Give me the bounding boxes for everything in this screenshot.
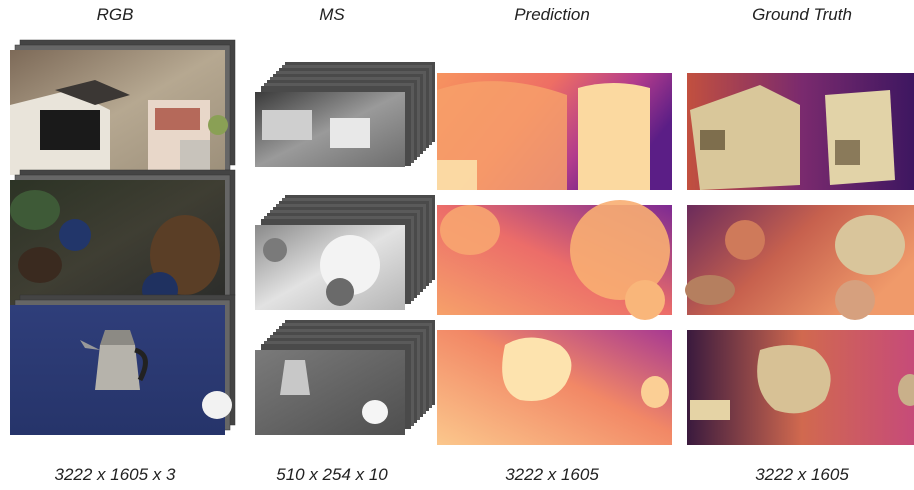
ground-truth-depth-plush-toys	[685, 205, 914, 320]
column-dimensions-ms: 510 x 254 x 10	[276, 465, 388, 484]
column-title-ms: MS	[319, 5, 345, 24]
ground-truth-depth-boxes	[687, 73, 914, 190]
rgb-stack-coffee-pot	[10, 294, 236, 435]
column-dimensions-rgb: 3222 x 1605 x 3	[54, 465, 176, 484]
rgb-stack-plush-toys	[10, 169, 236, 308]
ms-stack-coffee-pot	[255, 320, 435, 435]
prediction-depth-boxes	[437, 73, 672, 190]
ms-stack-plush-toys	[255, 195, 435, 310]
column-title-rgb: RGB	[96, 5, 134, 24]
ms-stack-boxes	[255, 62, 435, 167]
prediction-depth-coffee-pot	[437, 330, 672, 445]
column-title-prediction: Prediction	[514, 5, 590, 24]
column-dimensions-ground-truth: 3222 x 1605	[755, 465, 849, 484]
column-dimensions-prediction: 3222 x 1605	[505, 465, 599, 484]
column-title-ground-truth: Ground Truth	[752, 5, 852, 24]
rgb-stack-boxes	[10, 39, 236, 175]
prediction-depth-plush-toys	[437, 200, 672, 320]
ground-truth-depth-coffee-pot	[687, 330, 914, 445]
